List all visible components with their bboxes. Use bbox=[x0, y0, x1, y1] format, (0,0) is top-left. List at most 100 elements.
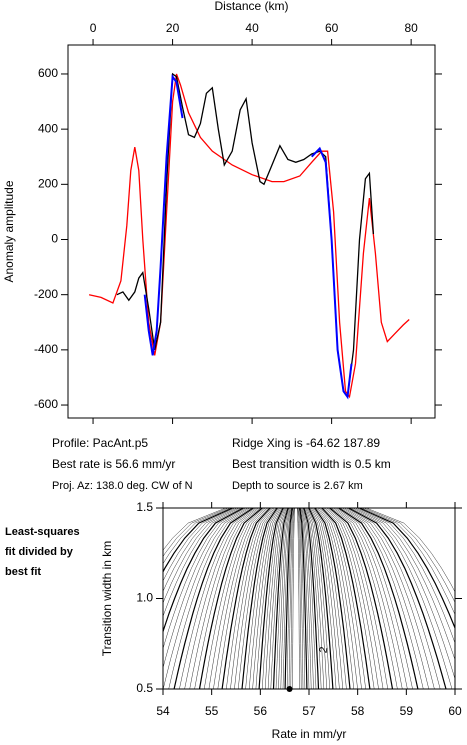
x-tick-label: 60 bbox=[448, 704, 462, 718]
contour bbox=[265, 508, 286, 689]
contour bbox=[163, 508, 242, 617]
contour bbox=[338, 508, 419, 689]
x-tick-label: 60 bbox=[325, 21, 339, 35]
contour bbox=[280, 508, 291, 689]
contour bbox=[204, 508, 265, 689]
contour bbox=[213, 508, 268, 689]
y-tick-label: -400 bbox=[34, 342, 58, 356]
contour bbox=[163, 508, 229, 557]
contour bbox=[194, 508, 261, 689]
contour bbox=[168, 508, 252, 689]
contour bbox=[298, 508, 306, 689]
note: fit divided by bbox=[5, 546, 74, 558]
contour bbox=[320, 508, 366, 689]
x-tick-label: 20 bbox=[166, 21, 180, 35]
contour bbox=[327, 508, 388, 689]
contour bbox=[184, 508, 258, 689]
contour bbox=[304, 508, 322, 689]
contour bbox=[297, 508, 302, 689]
contour bbox=[163, 508, 240, 604]
contour bbox=[366, 508, 455, 593]
contour bbox=[179, 508, 256, 689]
contour bbox=[348, 508, 447, 689]
y-tick-label: 1.0 bbox=[136, 591, 153, 605]
contour bbox=[301, 508, 312, 689]
contour bbox=[288, 508, 294, 689]
x-axis-label: Distance (km) bbox=[214, 0, 288, 13]
contour bbox=[249, 508, 280, 689]
contour bbox=[308, 508, 334, 689]
contour bbox=[282, 508, 292, 689]
contour bbox=[275, 508, 290, 689]
contour bbox=[163, 508, 250, 689]
contour bbox=[326, 508, 384, 689]
contour bbox=[359, 508, 455, 630]
x-tick-label: 55 bbox=[205, 704, 219, 718]
contour bbox=[340, 508, 424, 689]
contour bbox=[309, 508, 337, 689]
contour bbox=[163, 508, 244, 634]
contour-lines bbox=[163, 508, 455, 689]
contour bbox=[324, 508, 379, 689]
profile-info: Ridge Xing is -64.62 187.89 bbox=[232, 436, 380, 450]
contour bbox=[305, 508, 325, 689]
contour bbox=[297, 508, 300, 689]
contour bbox=[300, 508, 310, 689]
contour bbox=[357, 508, 455, 644]
note: best fit bbox=[5, 566, 41, 578]
contour bbox=[163, 508, 238, 592]
contour bbox=[198, 508, 263, 689]
profile-info: Depth to source is 2.67 km bbox=[232, 480, 363, 492]
contour bbox=[272, 508, 289, 689]
contour bbox=[252, 508, 281, 689]
x-tick-label: 0 bbox=[90, 21, 97, 35]
contour bbox=[331, 508, 398, 689]
contour bbox=[163, 508, 233, 573]
contour bbox=[163, 508, 246, 650]
y-tick-label: 600 bbox=[38, 66, 58, 80]
contour bbox=[286, 508, 294, 689]
contour bbox=[301, 508, 314, 689]
x-tick-label: 58 bbox=[351, 704, 365, 718]
contour bbox=[329, 508, 394, 689]
contour bbox=[298, 508, 304, 689]
contour bbox=[173, 508, 254, 689]
contour bbox=[346, 508, 441, 689]
contour bbox=[245, 508, 279, 689]
contour bbox=[262, 508, 285, 689]
y-tick-label: 400 bbox=[38, 121, 58, 135]
x-tick-label: 56 bbox=[254, 704, 268, 718]
contour bbox=[278, 508, 291, 689]
contour bbox=[306, 508, 327, 689]
contour bbox=[284, 508, 293, 689]
contour bbox=[258, 508, 284, 689]
y-axis-label: Transition width in km bbox=[100, 541, 114, 657]
y-tick-label: -600 bbox=[34, 397, 58, 411]
contour bbox=[334, 508, 408, 689]
data-line bbox=[143, 73, 353, 400]
contour bbox=[317, 508, 358, 689]
data-line bbox=[88, 73, 410, 399]
profile-info: Proj. Az: 138.0 deg. CW of N bbox=[52, 480, 193, 492]
contour bbox=[238, 508, 276, 689]
contour bbox=[361, 508, 455, 616]
y-tick-label: -200 bbox=[34, 287, 58, 301]
contour bbox=[241, 508, 278, 689]
contour bbox=[234, 508, 275, 689]
plot-frame bbox=[67, 44, 436, 419]
contour bbox=[350, 508, 453, 689]
contour bbox=[303, 508, 320, 689]
contour bbox=[344, 508, 435, 689]
contour bbox=[333, 508, 403, 689]
x-axis-label: Rate in mm/yr bbox=[272, 727, 347, 741]
contour bbox=[363, 508, 455, 604]
contour bbox=[163, 508, 235, 582]
contour bbox=[321, 508, 371, 689]
y-axis-label: Anomaly amplitude bbox=[2, 180, 16, 282]
contour bbox=[163, 508, 231, 565]
contour bbox=[318, 508, 362, 689]
contour bbox=[299, 508, 308, 689]
contour bbox=[314, 508, 351, 689]
x-tick-label: 57 bbox=[302, 704, 316, 718]
